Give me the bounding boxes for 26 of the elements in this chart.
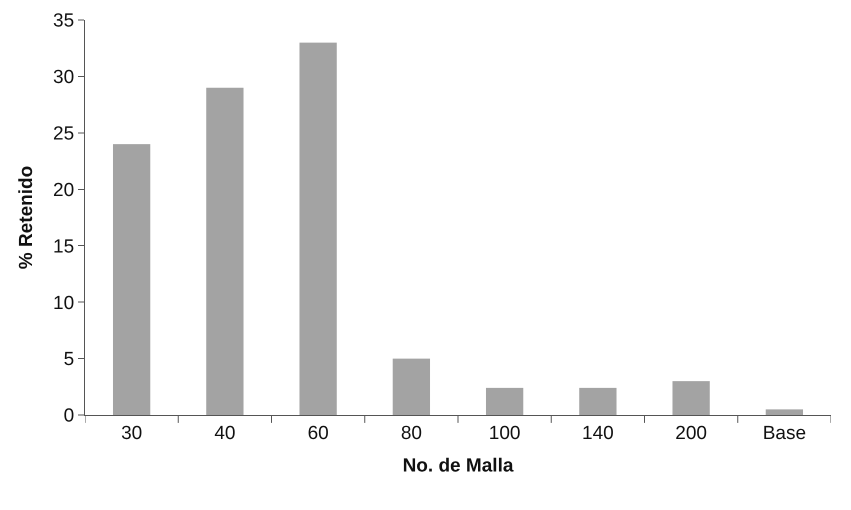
x-tick-label: 200 — [675, 422, 707, 444]
bar — [392, 358, 430, 415]
bar — [579, 388, 617, 415]
y-tick-label: 25 — [53, 124, 74, 145]
x-axis-title: No. de Malla — [402, 456, 514, 477]
x-tick-label: 60 — [308, 422, 329, 444]
x-tick-label: 80 — [400, 422, 422, 444]
bar — [486, 388, 524, 415]
x-tick-label: 40 — [214, 422, 236, 444]
y-tick-label: 10 — [53, 292, 74, 314]
x-tick-label: 100 — [488, 422, 520, 444]
x-tick-label: 30 — [121, 422, 142, 444]
y-tick-label: 5 — [64, 349, 74, 370]
bar — [299, 42, 337, 415]
bar — [672, 381, 710, 415]
y-tick-label: 20 — [53, 180, 74, 201]
x-tick-label: 140 — [582, 422, 614, 444]
bar — [206, 88, 244, 415]
y-axis-title: % Retenido — [16, 166, 37, 270]
y-tick-label: 15 — [53, 236, 74, 258]
bar — [766, 409, 804, 415]
x-tick-label: Base — [762, 422, 806, 444]
y-tick-label: 30 — [53, 67, 74, 88]
y-tick-label: 35 — [53, 10, 74, 32]
bar — [112, 144, 150, 415]
y-tick-label: 0 — [64, 406, 74, 427]
